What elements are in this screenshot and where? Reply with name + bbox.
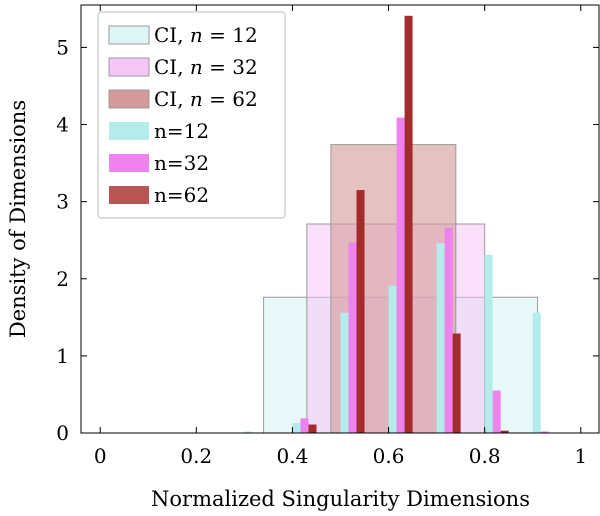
y-tick-label: 1 (56, 344, 69, 368)
legend: CI, n = 12 CI, n = 32 CI, n = 62 n=12 n=32 n=… (97, 11, 286, 219)
bar-n=32-bin-16 (492, 390, 501, 433)
legend-swatch-2 (108, 57, 150, 77)
bar-n=32-bin-14 (444, 227, 453, 433)
bar-n=62-bin-8 (308, 424, 317, 433)
x-tick-label: 1 (574, 444, 587, 468)
x-tick-label: 0.8 (469, 444, 501, 468)
legend-label-1: CI, n = 12 (154, 23, 258, 47)
x-tick-label: 0.2 (180, 444, 212, 468)
y-tick-label: 4 (56, 113, 69, 137)
bar-n=12-bin-8 (292, 422, 301, 433)
bar-n=12-bin-18 (532, 312, 541, 433)
x-tick-label: 0 (94, 444, 107, 468)
legend-swatch-6 (109, 186, 149, 204)
legend-swatch-5 (109, 154, 149, 172)
legend-swatch-4 (109, 122, 149, 140)
legend-swatch-3 (108, 89, 150, 109)
bar-n=12-bin-10 (340, 312, 349, 433)
y-tick-label: 3 (56, 190, 69, 214)
legend-label-4: n=12 (154, 119, 209, 143)
legend-label-3: CI, n = 62 (154, 87, 258, 111)
x-tick-label: 0.6 (373, 444, 405, 468)
legend-label-6: n=62 (154, 183, 209, 207)
histogram-bar-layer (244, 15, 549, 434)
legend-label-2: CI, n = 32 (154, 55, 258, 79)
x-axis-label: Normalized Singularity Dimensions (151, 487, 530, 511)
plot-frame (80, 4, 600, 434)
bar-n=32-bin-8 (300, 418, 309, 433)
bar-n=62-bin-14 (452, 333, 461, 433)
bar-n=32-bin-10 (348, 242, 357, 433)
bar-n=62-bin-10 (356, 190, 365, 433)
legend-swatch-1 (108, 25, 150, 45)
y-axis-ticks: 0 1 2 3 4 5 (56, 35, 599, 445)
y-axis-label: Density of Dimensions (6, 100, 30, 338)
x-axis-ticks: 0 0.2 0.4 0.6 0.8 1 (94, 5, 587, 468)
y-tick-label: 0 (56, 421, 69, 445)
legend-label-5: n=32 (154, 151, 209, 175)
bar-n=32-bin-18 (540, 431, 549, 433)
x-tick-label: 0.4 (277, 444, 309, 468)
bar-n=12-bin-14 (436, 243, 445, 433)
bar-n=32-bin-12 (396, 117, 405, 433)
y-tick-label: 2 (56, 267, 69, 291)
bar-n=62-bin-12 (404, 15, 413, 434)
bar-n=62-bin-16 (500, 430, 509, 433)
bar-n=12-bin-12 (388, 285, 397, 433)
bar-n=12-bin-6 (244, 431, 253, 433)
bar-n=12-bin-16 (484, 254, 493, 433)
y-tick-label: 5 (56, 35, 69, 59)
